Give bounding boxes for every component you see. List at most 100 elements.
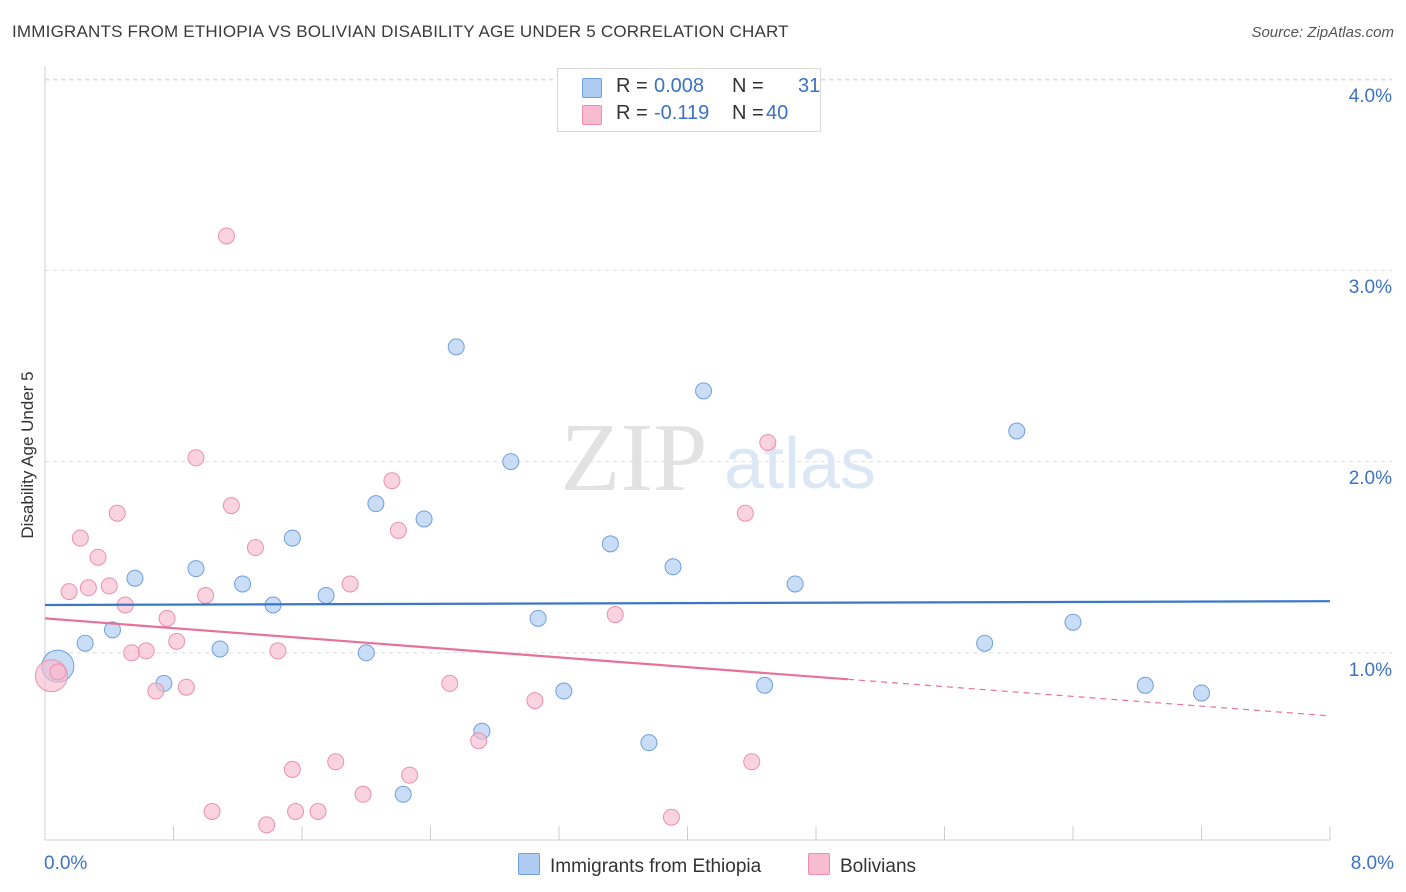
data-point [137,642,155,660]
gridlines [45,78,1392,654]
data-point [743,753,761,771]
data-point [1064,613,1082,631]
data-point [168,632,186,650]
data-point [158,609,176,627]
data-point [317,586,335,604]
data-point [234,575,252,593]
data-point [100,577,118,595]
data-point [976,634,994,652]
data-point [1193,684,1210,702]
y-tick-label: 4.0% [1348,86,1392,107]
data-point [367,495,385,513]
r-label: R = [616,75,648,97]
stats-swatch-bolivians [582,105,602,125]
legend-swatch-ethiopia [518,853,540,875]
data-point [470,732,488,750]
data-point [341,575,359,593]
data-point [389,521,407,539]
data-point [147,682,165,700]
legend-swatch-bolivians [808,853,830,875]
data-point [60,583,78,601]
watermark: ZIP atlas [561,404,877,512]
source-label: Source: ZipAtlas.com [1251,24,1394,41]
y-tick-label: 3.0% [1348,277,1392,298]
data-point [71,529,89,547]
n-value: 40 [766,102,789,124]
data-point [187,449,205,467]
chart-title: IMMIGRANTS FROM ETHIOPIA VS BOLIVIAN DIS… [12,22,789,41]
data-point [246,539,264,557]
data-point [447,338,465,356]
data-point [283,529,301,547]
data-point [354,785,372,803]
data-point [203,802,221,820]
data-point [287,802,305,820]
legend-label: Bolivians [840,856,917,877]
data-point [415,510,433,528]
data-point [258,816,276,834]
y-tick-label: 1.0% [1348,660,1392,681]
data-point [441,674,459,692]
r-value: 0.008 [654,75,705,97]
data-point [187,560,205,578]
data-point [1136,676,1154,694]
r-value: -0.119 [654,102,710,124]
n-label: N = [732,102,764,124]
data-point [1008,422,1026,440]
data-point [759,433,777,451]
data-point [664,558,682,576]
data-point [383,472,401,490]
data-point [197,586,215,604]
data-point [218,227,236,245]
data-point [401,766,419,784]
data-point [601,535,619,553]
data-point [177,678,195,696]
data-point [756,676,774,694]
data-points [34,227,1210,834]
legend-label: Immigrants from Ethiopia [550,856,762,877]
legend-item-ethiopia: Immigrants from Ethiopia [518,853,761,878]
r-label: R = [616,102,648,124]
data-point [786,575,804,593]
watermark-atlas: atlas [724,424,876,504]
data-point [555,682,573,700]
data-point [529,609,547,627]
watermark-zip: ZIP [561,404,708,512]
data-point [662,808,680,826]
data-point [76,634,94,652]
data-point [123,644,141,662]
data-point [49,663,67,681]
legend-item-bolivians: Bolivians [808,853,916,878]
data-point [526,692,544,710]
stats-box: R = 0.008 N = 31 R = -0.119 N = 40 [557,68,821,132]
data-point [309,802,327,820]
data-point [502,453,520,471]
data-point [108,504,126,522]
data-point [269,642,287,660]
x-tick-label: 8.0% [1350,853,1394,874]
data-point [103,621,121,639]
trend-line-projection [848,678,1331,717]
trend-line [44,617,849,681]
data-point [357,644,375,662]
data-point [211,640,229,658]
data-point [222,497,240,515]
n-value: 31 [798,75,821,97]
data-point [695,382,713,400]
data-point [606,606,624,624]
axes [44,66,1331,841]
y-tick-label: 2.0% [1348,468,1392,489]
data-point [736,504,754,522]
stats-swatch-ethiopia [582,78,602,98]
data-point [394,785,412,803]
trend-line [44,600,1331,607]
trend-lines [44,600,1331,717]
n-label: N = [732,75,764,97]
data-point [89,548,107,566]
data-point [79,579,97,597]
data-point [327,753,345,771]
data-point [126,569,144,587]
data-point [640,734,658,752]
x-tick-label: 0.0% [44,853,88,874]
